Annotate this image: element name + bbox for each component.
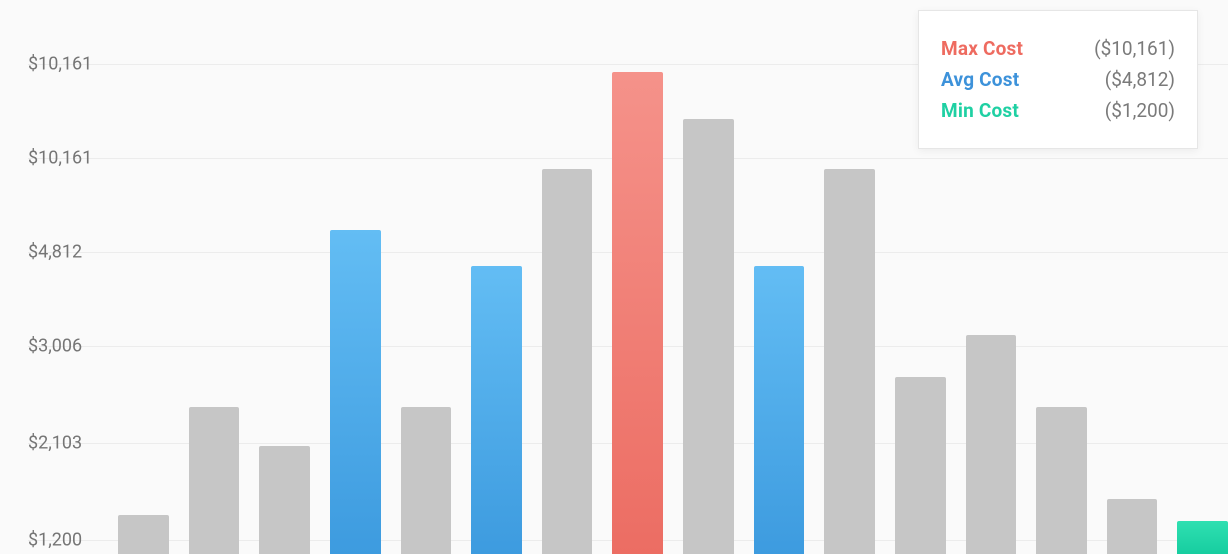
legend-name: Avg Cost [941,68,1019,91]
bar [401,407,452,554]
bar [1107,499,1158,554]
legend-name: Min Cost [941,99,1019,122]
y-axis-label: $1,200 [28,530,82,551]
legend-row: Avg Cost ($4,812) [941,68,1175,91]
bar [259,446,310,554]
bar [1036,407,1087,554]
y-axis-label: $2,103 [28,433,82,454]
bar [895,377,946,554]
legend-value: ($1,200) [1105,99,1175,122]
y-axis-label: $10,161 [28,147,92,168]
bar [189,407,240,554]
bar [330,230,381,554]
cost-legend: Max Cost ($10,161) Avg Cost ($4,812) Min Cos… [918,10,1198,149]
bar [754,266,805,554]
y-axis-label: $3,006 [28,336,82,357]
bar [683,119,734,554]
legend-value: ($10,161) [1094,37,1175,60]
bar [966,335,1017,554]
y-axis-label: $4,812 [28,242,82,263]
bar [612,72,663,554]
bar [471,266,522,554]
legend-row: Min Cost ($1,200) [941,99,1175,122]
legend-row: Max Cost ($10,161) [941,37,1175,60]
bar [542,169,593,554]
bar [1177,521,1228,554]
bar [824,169,875,554]
cost-bar-chart: $10,161 $10,161 $4,812 $3,006 $2,103 $1,200 M… [0,0,1228,554]
bar [118,515,169,554]
y-axis-label: $10,161 [28,53,92,74]
legend-name: Max Cost [941,37,1023,60]
legend-value: ($4,812) [1105,68,1175,91]
